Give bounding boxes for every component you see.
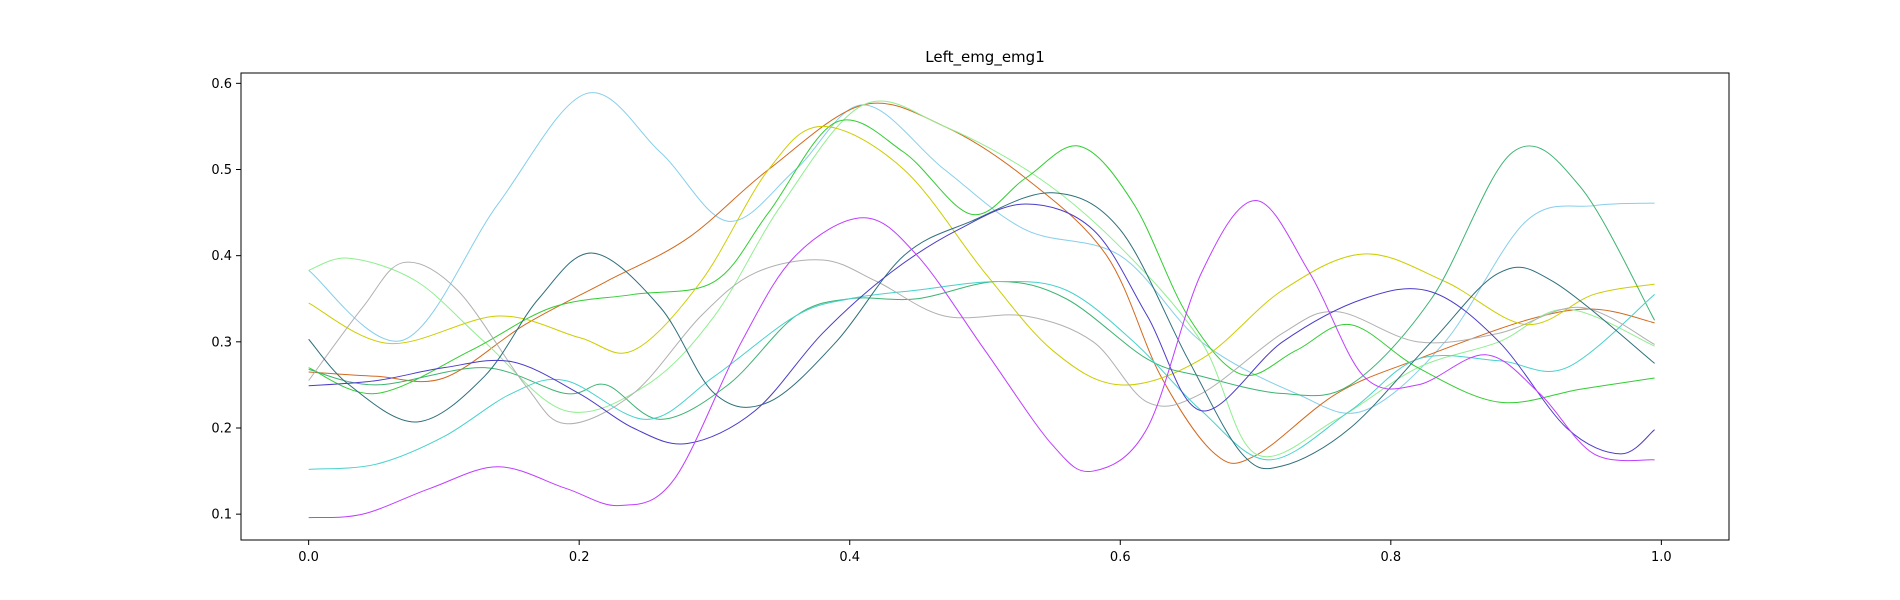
- y-tick-label: 0.4: [211, 249, 232, 264]
- y-tick-label: 0.1: [211, 508, 232, 523]
- x-tick-label: 0.6: [1110, 550, 1131, 565]
- series-line-11: [308, 200, 1655, 519]
- y-tick-label: 0.6: [211, 77, 232, 92]
- plot-frame: [240, 72, 1730, 541]
- y-tick-label: 0.5: [211, 163, 232, 178]
- series-layer: [308, 92, 1656, 519]
- x-tick-label: 0.4: [839, 550, 860, 565]
- chart-title: Left_emg_emg1: [925, 48, 1045, 67]
- series-line-7: [308, 280, 1655, 470]
- series-line-10: [308, 203, 1655, 455]
- x-tick-label: 0.8: [1380, 550, 1401, 565]
- series-line-9: [308, 192, 1655, 470]
- x-tick-label: 0.0: [298, 550, 319, 565]
- x-tick-label: 1.0: [1651, 550, 1672, 565]
- series-line-1: [308, 92, 1655, 414]
- y-tick-label: 0.2: [211, 421, 232, 436]
- x-axis: 0.0 0.2 0.4 0.6 0.8 1.0: [298, 540, 1672, 565]
- y-axis: 0.1 0.2 0.3 0.4 0.5 0.6: [211, 77, 241, 523]
- x-tick-label: 0.2: [569, 550, 590, 565]
- series-line-8: [308, 259, 1655, 425]
- series-line-3: [308, 100, 1655, 458]
- series-line-5: [308, 125, 1655, 386]
- y-tick-label: 0.3: [211, 335, 232, 350]
